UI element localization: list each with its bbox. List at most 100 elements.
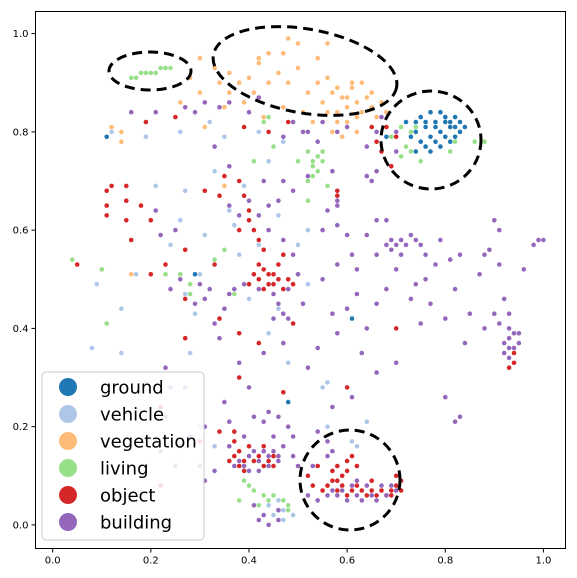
building-point (443, 394, 448, 400)
series-building (124, 95, 546, 528)
object-point (241, 124, 247, 130)
object-point (281, 252, 286, 257)
object-point (344, 385, 350, 390)
ground-point (384, 134, 389, 140)
building-point (413, 237, 419, 243)
ground-point (349, 316, 355, 321)
building-point (418, 242, 424, 248)
vegetation-point (256, 55, 262, 61)
living-point (320, 149, 325, 154)
building-point (359, 498, 365, 503)
vegetation-point (261, 114, 267, 120)
object-point (256, 453, 262, 459)
object-point (335, 193, 340, 198)
living-point (408, 149, 414, 154)
object-point (276, 262, 281, 267)
vegetation-point (227, 90, 232, 95)
legend-marker-vehicle (59, 405, 77, 423)
object-point (335, 488, 340, 493)
object-point (148, 218, 154, 223)
building-point (227, 203, 232, 208)
vegetation-point (295, 65, 301, 71)
vegetation-point (251, 90, 257, 95)
living-point (261, 119, 267, 125)
building-point (310, 463, 316, 469)
vegetation-point (320, 100, 325, 105)
living-point (222, 247, 227, 253)
object-point (389, 164, 394, 169)
building-point (178, 277, 183, 282)
object-point (349, 488, 355, 493)
building-point (497, 227, 502, 233)
building-point (246, 453, 252, 459)
building-point (393, 488, 399, 493)
object-point (109, 183, 114, 189)
living-point (305, 198, 311, 203)
building-point (261, 178, 267, 184)
building-point (246, 109, 252, 115)
points-layer (70, 36, 546, 528)
building-point (251, 448, 257, 454)
vegetation-point (256, 60, 262, 66)
building-point (335, 331, 340, 336)
y-tick-label: 0.6 (13, 226, 29, 237)
building-point (281, 444, 286, 449)
building-point (192, 109, 198, 115)
building-point (320, 119, 325, 125)
living-point (320, 159, 325, 164)
living-point (104, 321, 109, 326)
legend-marker-object (59, 486, 77, 504)
ground-point (452, 114, 458, 120)
series-living (70, 65, 487, 513)
object-point (246, 444, 252, 449)
vegetation-point (109, 124, 114, 130)
vehicle-point (305, 227, 311, 233)
legend-label-object: object (100, 486, 155, 507)
vegetation-point (354, 114, 360, 120)
vehicle-point (295, 242, 301, 248)
building-point (354, 478, 360, 484)
living-point (398, 124, 404, 130)
vegetation-point (266, 80, 271, 85)
object-point (246, 281, 252, 287)
object-point (217, 316, 222, 321)
building-point (271, 291, 276, 297)
vegetation-point (349, 80, 355, 85)
object-point (232, 439, 237, 444)
living-point (447, 149, 453, 154)
building-point (379, 483, 384, 488)
object-point (251, 272, 257, 277)
object-point (330, 478, 335, 484)
vegetation-point (128, 272, 134, 277)
object-point (320, 488, 325, 493)
vegetation-point (197, 55, 203, 61)
building-point (256, 95, 262, 100)
vehicle-point (133, 272, 139, 277)
object-point (261, 463, 267, 469)
legend-marker-vegetation (59, 432, 77, 450)
building-point (290, 188, 296, 194)
living-point (398, 154, 404, 159)
object-point (251, 458, 257, 464)
object-point (271, 272, 276, 277)
vehicle-point (119, 350, 124, 356)
object-point (236, 331, 242, 336)
building-point (393, 267, 399, 272)
building-point (232, 286, 237, 292)
object-point (212, 262, 217, 267)
vegetation-point (335, 119, 340, 125)
building-point (364, 232, 370, 238)
building-point (325, 493, 330, 498)
building-point (482, 326, 487, 331)
vegetation-point (276, 70, 281, 76)
vegetation-point (241, 100, 247, 105)
ground-point (433, 139, 438, 144)
building-point (408, 296, 414, 302)
building-point (276, 507, 281, 513)
vehicle-point (192, 311, 198, 317)
ground-point (438, 144, 443, 149)
object-point (339, 483, 345, 488)
object-point (335, 188, 340, 194)
object-point (393, 134, 399, 140)
ground-point (403, 119, 409, 125)
